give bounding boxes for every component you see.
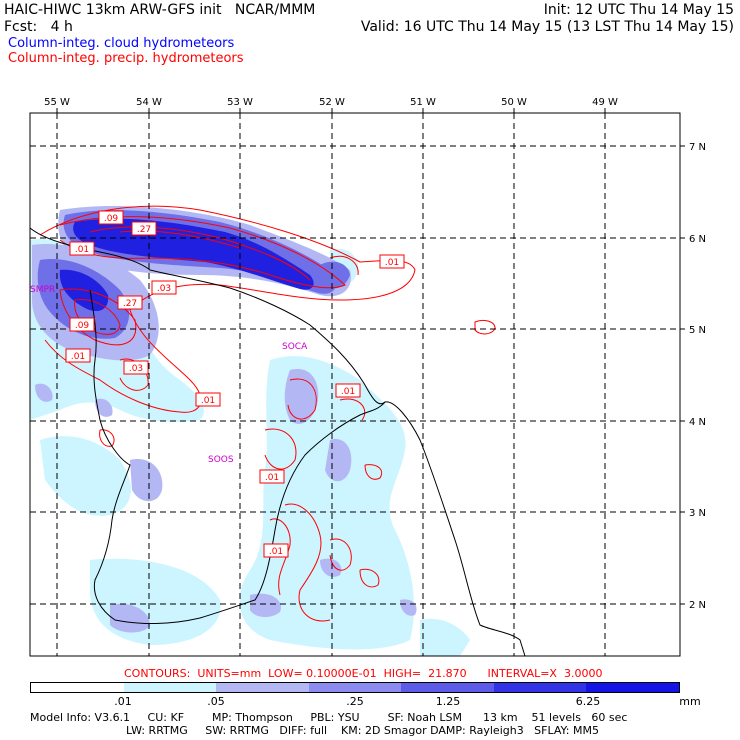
colorbar-units: mm <box>679 695 701 708</box>
contour-label: .01 <box>335 383 361 398</box>
contour-label: .01 <box>379 254 405 269</box>
svg-text:.01: .01 <box>385 258 399 268</box>
contour-label: .01 <box>259 469 285 484</box>
svg-text:.01: .01 <box>265 473 279 483</box>
colorbar <box>30 682 680 693</box>
svg-text:.01: .01 <box>201 396 215 406</box>
station-label: SMPR <box>30 285 55 295</box>
lat-label: 6 N <box>689 234 706 245</box>
svg-text:.09: .09 <box>75 321 90 331</box>
lat-label: 7 N <box>689 142 706 153</box>
lon-label: 51 W <box>410 97 436 108</box>
station-label: SOCA <box>282 342 308 352</box>
contour-label: .09 <box>98 210 124 225</box>
svg-text:.03: .03 <box>129 364 143 374</box>
colorbar-bin <box>586 683 680 692</box>
colorbar-bin <box>216 683 309 692</box>
svg-text:.01: .01 <box>71 352 85 362</box>
model-info-line1: Model Info: V3.6.1 CU: KF MP: Thompson P… <box>30 711 628 724</box>
legend-cloud-hydrometeors: Column-integ. cloud hydrometeors <box>8 36 235 51</box>
colorbar-label: .01 <box>114 695 132 708</box>
init-time: Init: 12 UTC Thu 14 May 15 <box>543 2 734 18</box>
svg-text:.01: .01 <box>341 387 355 397</box>
colorbar-label: 1.25 <box>435 695 461 708</box>
coastline-borders <box>30 227 526 656</box>
colorbar-bin <box>308 683 402 692</box>
lon-label: 54 W <box>136 97 162 108</box>
colorbar-bin <box>493 683 587 692</box>
contour-label: .01 <box>263 543 289 558</box>
legend-precip-hydrometeors: Column-integ. precip. hydrometeors <box>8 51 244 66</box>
colorbar-label: .05 <box>207 695 225 708</box>
model-info-line2: LW: RRTMG SW: RRTMG DIFF: full KM: 2D Sm… <box>126 724 599 737</box>
precip-contours <box>39 205 496 622</box>
axis-ticks <box>56 108 685 605</box>
lon-label: 55 W <box>44 97 70 108</box>
contour-label: .03 <box>123 360 149 375</box>
contour-info: CONTOURS: UNITS=mm LOW= 0.10000E-01 HIGH… <box>124 667 603 680</box>
contour-label: .27 <box>131 221 157 236</box>
station-label: SOOS <box>208 455 234 465</box>
colorbar-bin <box>31 683 124 692</box>
lon-label: 53 W <box>227 97 253 108</box>
lat-lon-grid <box>30 113 680 656</box>
contour-label: .27 <box>117 295 143 310</box>
cloud-shading <box>30 205 470 656</box>
lat-label: 5 N <box>689 325 706 336</box>
lon-label: 50 W <box>501 97 527 108</box>
forecast-hour: Fcst: 4 h <box>4 19 73 35</box>
map-frame <box>29 112 681 657</box>
colorbar-label: .25 <box>346 695 364 708</box>
lat-label: 3 N <box>689 508 706 519</box>
svg-text:.09: .09 <box>104 214 119 224</box>
svg-text:.03: .03 <box>157 284 171 294</box>
colorbar-bin <box>401 683 494 692</box>
colorbar-bin <box>123 683 217 692</box>
svg-text:.01: .01 <box>269 547 283 557</box>
svg-text:.27: .27 <box>123 299 137 309</box>
valid-time: Valid: 16 UTC Thu 14 May 15 (13 LST Thu … <box>360 19 734 35</box>
colorbar-label: 6.25 <box>575 695 601 708</box>
svg-text:.01: .01 <box>75 245 89 255</box>
contour-label: .01 <box>195 392 221 407</box>
contour-label: .01 <box>65 348 91 363</box>
lon-label: 52 W <box>319 97 345 108</box>
lat-label: 4 N <box>689 417 706 428</box>
lat-label: 2 N <box>689 600 706 611</box>
svg-text:.27: .27 <box>137 225 151 235</box>
contour-label: .03 <box>151 280 177 295</box>
lon-label: 49 W <box>592 97 618 108</box>
contour-label: .09 <box>69 317 95 332</box>
contour-label: .01 <box>69 241 95 256</box>
run-title: HAIC-HIWC 13km ARW-GFS init NCAR/MMM <box>4 2 316 18</box>
